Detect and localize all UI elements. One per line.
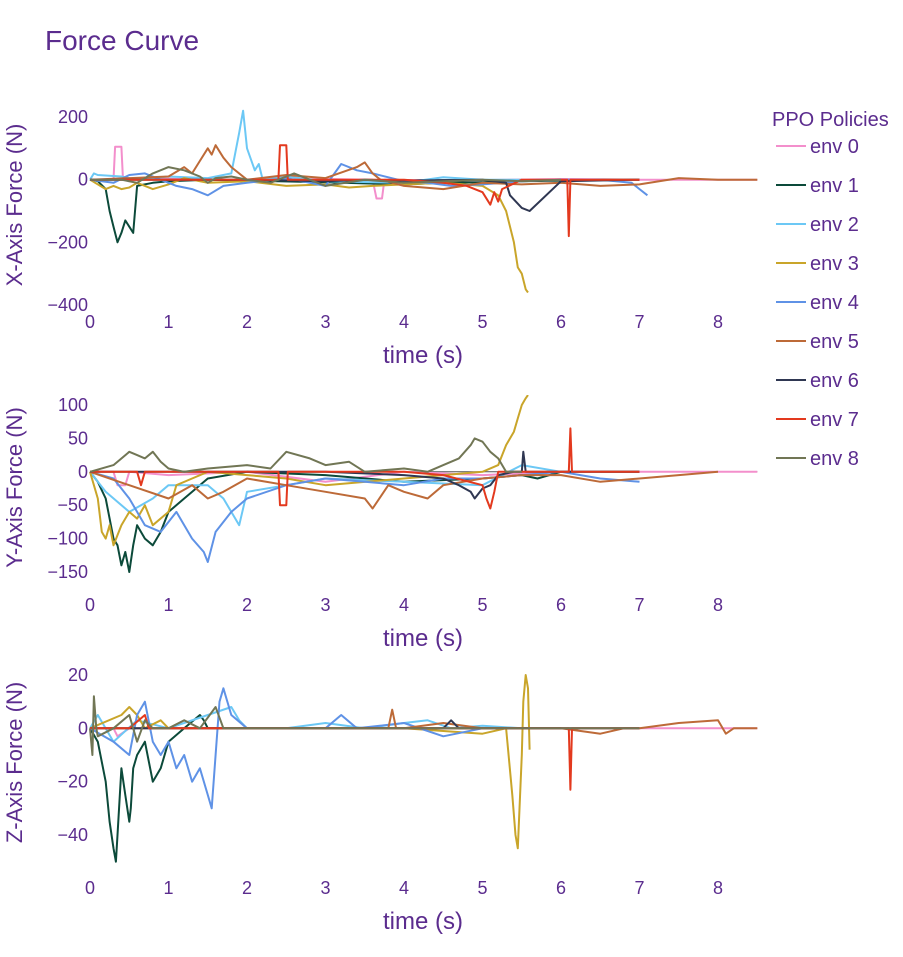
x-tick-label: 2 xyxy=(242,878,252,898)
y-tick-label: 200 xyxy=(58,107,88,127)
legend-item-env-3: env 3 xyxy=(776,253,859,275)
x-tick-label: 5 xyxy=(477,312,487,332)
series-lines xyxy=(89,395,758,573)
y-tick-label: −400 xyxy=(47,295,88,315)
x-tick-label: 5 xyxy=(477,878,487,898)
y-tick-label: −100 xyxy=(47,529,88,549)
x-tick-label: 1 xyxy=(163,878,173,898)
x-tick-label: 8 xyxy=(713,312,723,332)
x-axis-label: time (s) xyxy=(383,342,463,369)
legend-item-env-2: env 2 xyxy=(776,214,859,236)
y-tick-label: 50 xyxy=(68,428,88,448)
legend-label: env 3 xyxy=(810,253,859,275)
legend-label: env 1 xyxy=(810,175,859,197)
y-tick-label: −20 xyxy=(57,772,88,792)
x-tick-label: 7 xyxy=(634,312,644,332)
subplot-2: 0 1 2 3 4 5 6 7 8 100 50 0 −50 −100 −150 time (s) Y-Axis… xyxy=(2,395,758,652)
x-tick-label: 1 xyxy=(163,595,173,615)
series-line-env-7 xyxy=(90,144,640,238)
subplot-3: 0 1 2 3 4 5 6 7 8 20 0 −20 −40 time (s) Z-Axis Force (… xyxy=(2,665,758,935)
series-line-env-3 xyxy=(89,395,529,547)
x-tick-label: 3 xyxy=(320,878,330,898)
y-tick-label: 20 xyxy=(68,665,88,685)
legend-label: env 7 xyxy=(810,409,859,431)
legend-item-env-0: env 0 xyxy=(776,136,859,158)
series-line-env-8 xyxy=(90,166,562,187)
legend-label: env 0 xyxy=(810,136,859,158)
y-tick-label: 0 xyxy=(78,170,88,190)
x-tick-label: 8 xyxy=(713,878,723,898)
series-lines xyxy=(89,674,758,863)
y-axis-label: Z-Axis Force (N) xyxy=(2,682,27,843)
x-tick-label: 4 xyxy=(399,312,409,332)
y-axis-label: X-Axis Force (N) xyxy=(2,124,27,287)
legend-item-env-5: env 5 xyxy=(776,331,859,353)
x-tick-label: 4 xyxy=(399,595,409,615)
legend-title: PPO Policies xyxy=(772,109,889,131)
chart-title: Force Curve xyxy=(45,25,199,56)
legend-label: env 5 xyxy=(810,331,859,353)
legend: PPO Policies env 0 env 1 env 2 env 3 env 4 en… xyxy=(772,109,889,470)
subplot-1: 0 1 2 3 4 5 6 7 8 200 0 −200 −400 time (s) X-Axis Forc… xyxy=(2,107,758,369)
x-axis-label: time (s) xyxy=(383,625,463,652)
series-line-env-7 xyxy=(90,427,640,510)
x-tick-label: 8 xyxy=(713,595,723,615)
legend-item-env-4: env 4 xyxy=(776,292,859,314)
x-axis-label: time (s) xyxy=(383,908,463,935)
x-tick-label: 3 xyxy=(320,312,330,332)
series-line-env-5 xyxy=(89,470,719,510)
x-tick-label: 7 xyxy=(634,595,644,615)
legend-item-env-1: env 1 xyxy=(776,175,859,197)
series-lines xyxy=(89,109,758,294)
legend-label: env 4 xyxy=(810,292,859,314)
y-tick-label: −50 xyxy=(57,495,88,515)
x-tick-label: 6 xyxy=(556,595,566,615)
x-tick-label: 2 xyxy=(242,312,252,332)
legend-label: env 6 xyxy=(810,370,859,392)
y-tick-label: −150 xyxy=(47,562,88,582)
legend-item-env-7: env 7 xyxy=(776,409,859,431)
series-line-env-1 xyxy=(89,178,640,244)
legend-label: env 8 xyxy=(810,448,859,470)
x-tick-label: 4 xyxy=(399,878,409,898)
series-line-env-3 xyxy=(89,177,529,294)
x-tick-label: 5 xyxy=(477,595,487,615)
x-tick-label: 0 xyxy=(85,878,95,898)
x-tick-label: 1 xyxy=(163,312,173,332)
x-tick-label: 0 xyxy=(85,595,95,615)
series-line-env-8 xyxy=(89,695,640,756)
x-tick-label: 7 xyxy=(634,878,644,898)
y-axis-label: Y-Axis Force (N) xyxy=(2,407,27,568)
series-line-env-1 xyxy=(89,714,561,863)
series-line-env-4 xyxy=(89,687,561,810)
series-line-env-5 xyxy=(89,144,758,191)
legend-item-env-6: env 6 xyxy=(776,370,859,392)
x-tick-label: 2 xyxy=(242,595,252,615)
y-tick-label: 0 xyxy=(78,462,88,482)
x-tick-label: 0 xyxy=(85,312,95,332)
legend-label: env 2 xyxy=(810,214,859,236)
x-tick-label: 6 xyxy=(556,312,566,332)
series-line-env-3 xyxy=(89,674,531,850)
y-tick-label: −200 xyxy=(47,232,88,252)
x-tick-label: 3 xyxy=(320,595,330,615)
y-tick-label: 0 xyxy=(78,718,88,738)
series-line-env-8 xyxy=(89,437,522,473)
series-line-env-1 xyxy=(89,470,640,573)
y-tick-label: 100 xyxy=(58,395,88,415)
y-tick-label: −40 xyxy=(57,825,88,845)
x-tick-label: 6 xyxy=(556,878,566,898)
legend-item-env-8: env 8 xyxy=(776,448,859,470)
